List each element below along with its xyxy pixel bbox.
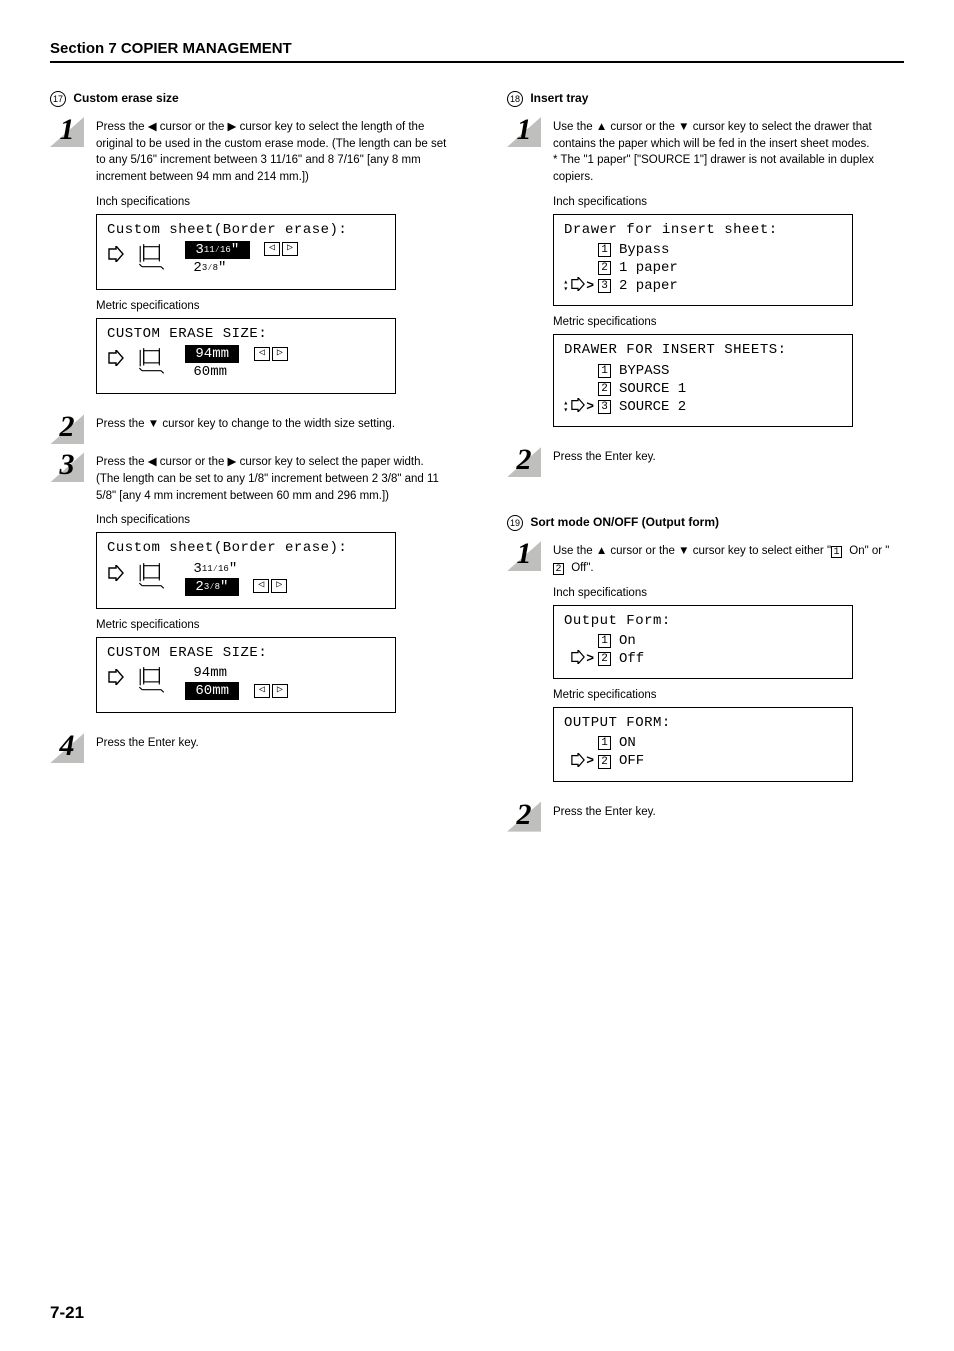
- lcd-metric-drawer: DRAWER FOR INSERT SHEETS: 1BYPASS 2SOURC…: [553, 334, 853, 427]
- inch-label: Inch specifications: [96, 514, 447, 526]
- item18-step1: 1 Use the ▲ cursor or the ▼ cursor key t…: [507, 117, 904, 186]
- item17-step2: 2 Press the ▼ cursor key to change to th…: [50, 414, 447, 444]
- item19-heading: 19 Sort mode ON/OFF (Output form): [507, 515, 904, 531]
- lcd-title: CUSTOM ERASE SIZE:: [107, 644, 385, 662]
- step-text: Press the ◀ cursor or the ▶ cursor key t…: [96, 117, 447, 186]
- item19-step2: 2 Press the Enter key.: [507, 802, 904, 832]
- nav-arrows[interactable]: ◁▷: [264, 242, 298, 256]
- lcd-metric-1: CUSTOM ERASE SIZE: 94mm ◁▷ 60mm: [96, 318, 396, 394]
- option-2-selected: >2OFF: [564, 752, 842, 770]
- step-number: 3: [50, 452, 84, 482]
- item17-step3: 3 Press the ◀ cursor or the ▶ cursor key…: [50, 452, 447, 504]
- step-number: 2: [507, 802, 541, 832]
- item18-title: Insert tray: [530, 91, 588, 105]
- lcd-title: Output Form:: [564, 612, 842, 630]
- right-arrow-icon: [107, 668, 125, 686]
- item18-step2: 2 Press the Enter key.: [507, 447, 904, 477]
- item17-step4: 4 Press the Enter key.: [50, 733, 447, 763]
- lcd-title: Custom sheet(Border erase):: [107, 539, 385, 557]
- item19-step1: 1 Use the ▲ cursor or the ▼ cursor key t…: [507, 541, 904, 576]
- left-column: 17 Custom erase size 1 Press the ◀ curso…: [50, 91, 447, 840]
- circled-18: 18: [507, 91, 523, 107]
- step-text: Press the Enter key.: [96, 733, 447, 752]
- val2: 60mm: [185, 363, 385, 381]
- metric-label: Metric specifications: [96, 300, 447, 312]
- option-1: 1BYPASS: [564, 362, 842, 380]
- val2-highlighted: 23⁄8": [185, 578, 239, 596]
- right-arrow-icon: [107, 564, 125, 582]
- section-header: Section 7 COPIER MANAGEMENT: [50, 40, 904, 63]
- page-icon: [135, 562, 175, 598]
- right-arrow-icon: [107, 349, 125, 367]
- nav-arrows[interactable]: ◁▷: [253, 579, 287, 593]
- item18-heading: 18 Insert tray: [507, 91, 904, 107]
- step-number: 1: [507, 117, 541, 147]
- inch-label: Inch specifications: [553, 587, 904, 599]
- val2: 23⁄8": [185, 259, 385, 277]
- val2-highlighted: 60mm: [185, 682, 239, 700]
- item19-title: Sort mode ON/OFF (Output form): [530, 515, 719, 529]
- item17-heading: 17 Custom erase size: [50, 91, 447, 107]
- lcd-title: Drawer for insert sheet:: [564, 221, 842, 239]
- lcd-title: CUSTOM ERASE SIZE:: [107, 325, 385, 343]
- option-3-selected: ▴▾>32 paper: [564, 277, 842, 295]
- val1: 94mm: [185, 664, 385, 682]
- option-2-selected: >2Off: [564, 650, 842, 668]
- right-column: 18 Insert tray 1 Use the ▲ cursor or the…: [507, 91, 904, 840]
- metric-label: Metric specifications: [553, 689, 904, 701]
- option-2: 21 paper: [564, 259, 842, 277]
- option-1: 1Bypass: [564, 241, 842, 259]
- step-number: 1: [507, 541, 541, 571]
- circled-17: 17: [50, 91, 66, 107]
- inch-label: Inch specifications: [553, 196, 904, 208]
- option-1: 1ON: [564, 734, 842, 752]
- option-2: 2SOURCE 1: [564, 380, 842, 398]
- inch-label: Inch specifications: [96, 196, 447, 208]
- lcd-inch-2: Custom sheet(Border erase): 311⁄16" 23⁄8…: [96, 532, 396, 608]
- lcd-values: 94mm 60mm ◁▷: [185, 664, 385, 700]
- step-text: Press the ◀ cursor or the ▶ cursor key t…: [96, 452, 447, 504]
- step-text: Use the ▲ cursor or the ▼ cursor key to …: [553, 541, 904, 576]
- step-text: Press the ▼ cursor key to change to the …: [96, 414, 447, 433]
- step-text: Press the Enter key.: [553, 802, 904, 821]
- page-icon: [135, 347, 175, 383]
- page-icon: [135, 666, 175, 702]
- item17-title: Custom erase size: [73, 91, 178, 105]
- step-number: 2: [507, 447, 541, 477]
- option-1: 1On: [564, 632, 842, 650]
- step-note: * The "1 paper" ["SOURCE 1"] drawer is n…: [553, 152, 904, 185]
- lcd-title: OUTPUT FORM:: [564, 714, 842, 732]
- lcd-title: Custom sheet(Border erase):: [107, 221, 385, 239]
- step-number: 1: [50, 117, 84, 147]
- nav-arrows[interactable]: ◁▷: [254, 684, 288, 698]
- page-number: 7-21: [50, 1303, 84, 1323]
- lcd-title: DRAWER FOR INSERT SHEETS:: [564, 341, 842, 359]
- item17-step1: 1 Press the ◀ cursor or the ▶ cursor key…: [50, 117, 447, 186]
- step-number: 4: [50, 733, 84, 763]
- option-3-selected: ▴▾>3SOURCE 2: [564, 398, 842, 416]
- circled-19: 19: [507, 515, 523, 531]
- lcd-inch-1: Custom sheet(Border erase): 311⁄16" ◁▷ 2…: [96, 214, 396, 290]
- lcd-inch-drawer: Drawer for insert sheet: 1Bypass 21 pape…: [553, 214, 853, 307]
- lcd-inch-output: Output Form: 1On >2Off: [553, 605, 853, 680]
- lcd-values: 94mm ◁▷ 60mm: [185, 345, 385, 381]
- right-arrow-icon: [107, 245, 125, 263]
- step-text: Press the Enter key.: [553, 447, 904, 466]
- val1-highlighted: 311⁄16": [185, 241, 250, 259]
- step-text: Use the ▲ cursor or the ▼ cursor key to …: [553, 117, 904, 186]
- step-number: 2: [50, 414, 84, 444]
- val1: 311⁄16": [185, 560, 385, 578]
- page-icon: [135, 243, 175, 279]
- lcd-values: 311⁄16" 23⁄8" ◁▷: [185, 560, 385, 596]
- lcd-values: 311⁄16" ◁▷ 23⁄8": [185, 241, 385, 277]
- content-columns: 17 Custom erase size 1 Press the ◀ curso…: [50, 91, 904, 840]
- metric-label: Metric specifications: [96, 619, 447, 631]
- section-title: Section 7 COPIER MANAGEMENT: [50, 40, 292, 57]
- nav-arrows[interactable]: ◁▷: [254, 347, 288, 361]
- lcd-metric-2: CUSTOM ERASE SIZE: 94mm 60mm ◁▷: [96, 637, 396, 713]
- metric-label: Metric specifications: [553, 316, 904, 328]
- val1-highlighted: 94mm: [185, 345, 239, 363]
- lcd-metric-output: OUTPUT FORM: 1ON >2OFF: [553, 707, 853, 782]
